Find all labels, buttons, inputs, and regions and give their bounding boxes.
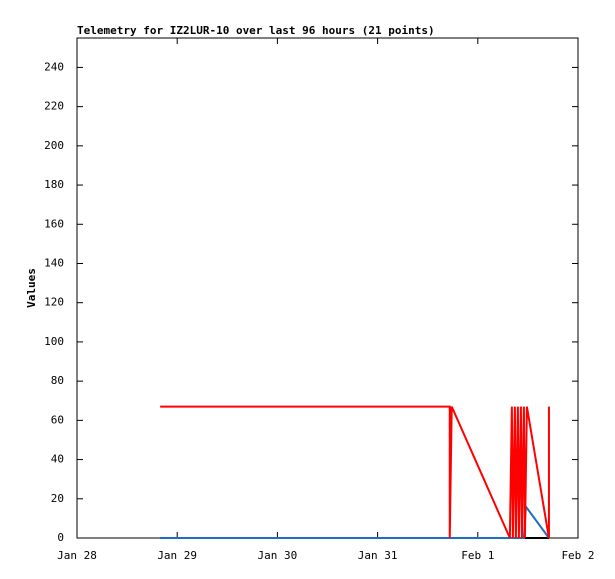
- x-tick-label: Feb 2: [561, 549, 594, 562]
- y-tick-label: 160: [44, 217, 64, 230]
- x-tick-label: Jan 31: [358, 549, 398, 562]
- series-line: [160, 503, 550, 539]
- plot-frame: [76, 37, 579, 539]
- series-line: [160, 405, 550, 539]
- y-tick-label: 240: [44, 60, 64, 73]
- y-tick-label: 200: [44, 139, 64, 152]
- chart-title: Telemetry for IZ2LUR-10 over last 96 hou…: [77, 24, 435, 37]
- y-tick-label: 220: [44, 100, 64, 113]
- x-tick-label: Feb 1: [461, 549, 494, 562]
- y-tick-label: 180: [44, 178, 64, 191]
- y-axis-label: Values: [25, 268, 38, 308]
- x-tick-label: Jan 30: [258, 549, 298, 562]
- x-tick-label: Jan 29: [157, 549, 197, 562]
- y-tick-label: 120: [44, 296, 64, 309]
- y-tick-label: 80: [51, 374, 64, 387]
- y-tick-label: 40: [51, 453, 64, 466]
- y-tick-label: 0: [57, 531, 64, 544]
- y-tick-label: 140: [44, 256, 64, 269]
- x-tick-label: Jan 28: [57, 549, 97, 562]
- y-tick-label: 100: [44, 335, 64, 348]
- y-tick-label: 60: [51, 413, 64, 426]
- y-tick-label: 20: [51, 492, 64, 505]
